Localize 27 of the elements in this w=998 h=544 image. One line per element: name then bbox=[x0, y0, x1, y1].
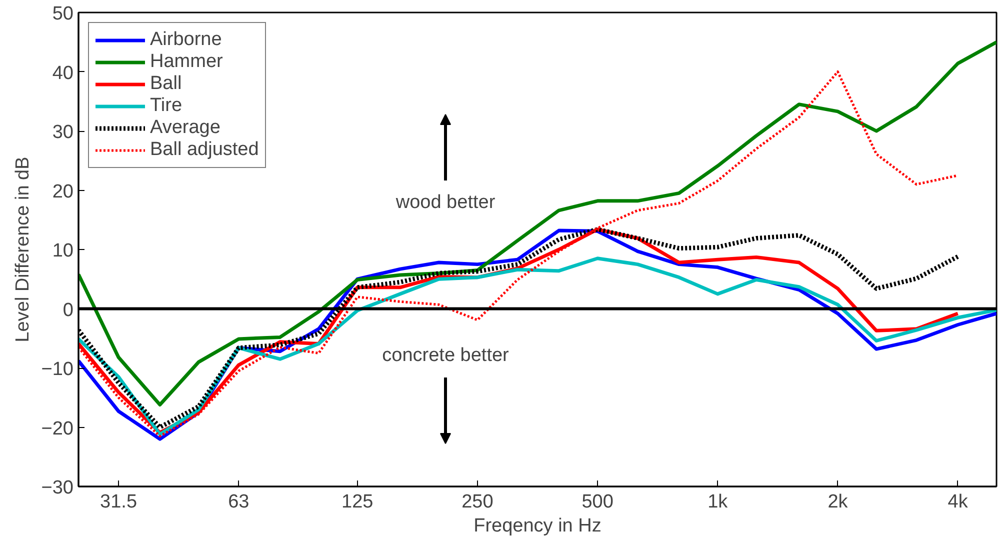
x-tick-label: 63 bbox=[228, 492, 250, 512]
y-tick-label: 30 bbox=[52, 122, 74, 143]
annotation: wood better bbox=[394, 192, 496, 213]
x-tick-label: 125 bbox=[342, 492, 374, 512]
x-axis-title: Freqency in Hz bbox=[474, 516, 602, 536]
y-tick-label: −30 bbox=[41, 478, 74, 498]
x-tick-label: 31.5 bbox=[100, 492, 138, 512]
x-tick-label: 500 bbox=[582, 492, 614, 512]
legend-label: Ball adjusted bbox=[150, 139, 259, 161]
annotation: concrete better bbox=[382, 345, 510, 366]
y-tick-label: −10 bbox=[41, 359, 74, 380]
y-tick-label: 10 bbox=[52, 240, 74, 262]
y-axis-title: Level Difference in dB bbox=[12, 156, 34, 342]
legend-label: Hammer bbox=[150, 51, 223, 73]
legend-label: Tire bbox=[150, 95, 182, 117]
legend-label: Airborne bbox=[150, 29, 222, 51]
y-tick-label: 40 bbox=[52, 62, 74, 84]
legend-label: Average bbox=[150, 117, 220, 139]
y-tick-label: −20 bbox=[41, 418, 74, 440]
x-tick-label: 250 bbox=[462, 492, 494, 512]
x-tick-label: 2k bbox=[828, 492, 848, 512]
y-tick-label: 0 bbox=[62, 300, 74, 321]
y-tick-label: 50 bbox=[52, 4, 74, 24]
y-tick-label: 20 bbox=[52, 181, 74, 202]
legend-label: Ball bbox=[150, 73, 182, 95]
x-tick-label: 4k bbox=[948, 492, 968, 512]
x-tick-label: 1k bbox=[708, 492, 728, 512]
